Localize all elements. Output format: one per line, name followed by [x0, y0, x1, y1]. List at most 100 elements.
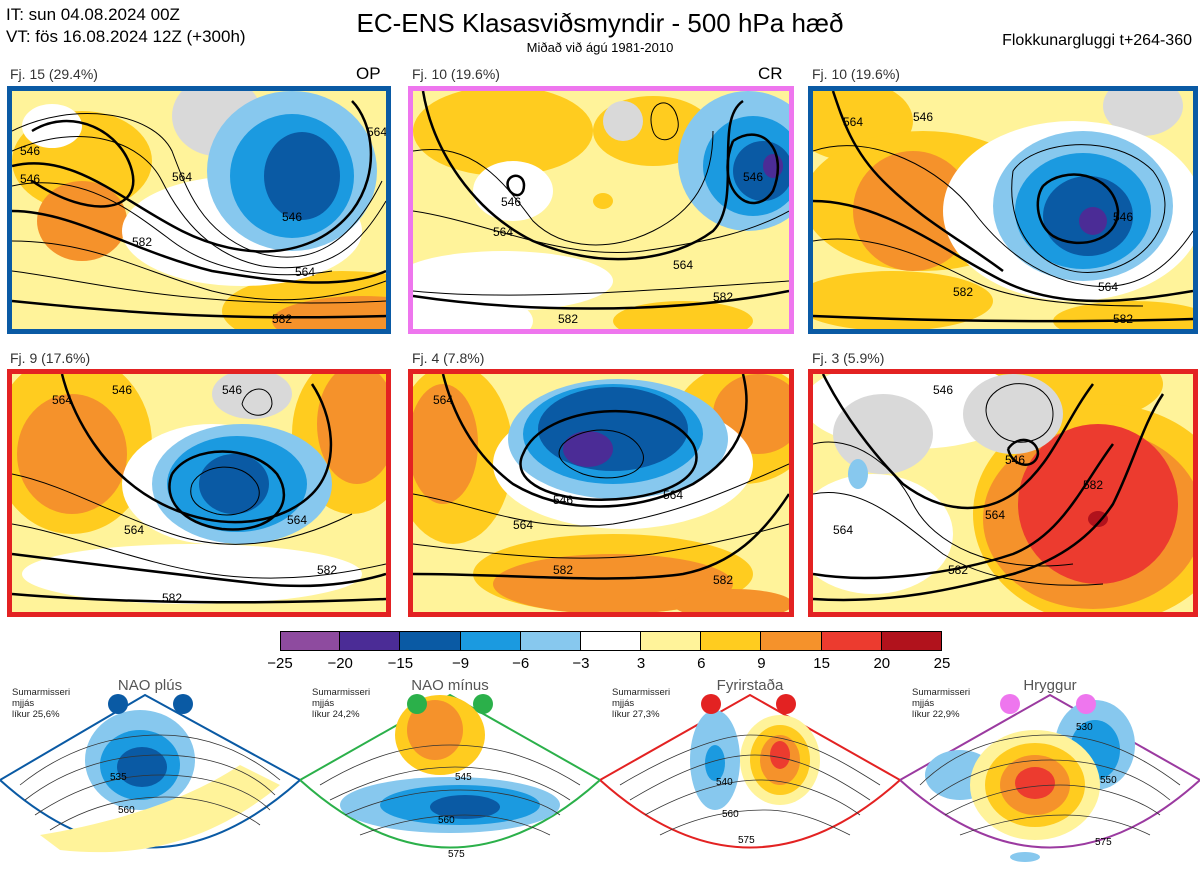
- colorbar-tick-label: −25: [267, 655, 293, 672]
- regime-3-contour-2: 560: [722, 809, 739, 820]
- colorbar-segment: [821, 631, 882, 651]
- panel-1-contour-2: 546: [20, 172, 40, 186]
- regime-1-contour-2: 560: [118, 805, 135, 816]
- panel-6-contour-6: 564: [833, 523, 853, 537]
- regime-nao-minus: 545 560 575 NAO mínus Sumarmisseri mjjás…: [300, 675, 600, 871]
- regime-3-season: Sumarmisseri: [612, 687, 671, 698]
- colorbar-tick-label: −6: [512, 655, 530, 672]
- panel-2-tag: CR: [758, 64, 783, 83]
- panel-3-contour-1: 564: [843, 115, 863, 129]
- panel-2-contour-5: 582: [713, 290, 733, 304]
- panel-2-contour-4: 564: [673, 258, 693, 272]
- panel-3-contour-6: 582: [1113, 312, 1133, 326]
- regime-4-contour-3: 575: [1095, 837, 1112, 848]
- panel-3-contour-5: 582: [953, 285, 973, 299]
- regime-3-contour-1: 540: [716, 777, 733, 788]
- regime-4-season: Sumarmisseri: [912, 687, 971, 698]
- regime-4-prob: líkur 22,9%: [912, 709, 960, 720]
- regime-2-contour-2: 560: [438, 815, 455, 826]
- panel-4-contour-7: 564: [287, 513, 307, 527]
- cluster-map-4: 564 546 546 564 582 582 564: [7, 369, 391, 617]
- regime-2-info: Sumarmisseri mjjás líkur 24,2%: [312, 687, 370, 720]
- colorbar-tick-label: 15: [813, 655, 830, 672]
- cluster-map-6: 546 546 564 582 582 564: [808, 369, 1198, 617]
- panel-6-label: Fj. 3 (5.9%): [812, 350, 885, 366]
- colorbar-frame: [280, 631, 942, 651]
- colorbar-tick-label: 25: [933, 655, 951, 672]
- page-subtitle: Miðað við ágú 1981-2010: [526, 40, 674, 55]
- panel-6-contour-2: 546: [1005, 453, 1025, 467]
- panel-5-label: Fj. 4 (7.8%): [412, 350, 485, 366]
- colorbar-segment: [460, 631, 521, 651]
- regime-2-prob: líkur 24,2%: [312, 709, 360, 720]
- initial-time: IT: sun 04.08.2024 00Z: [6, 5, 180, 24]
- regime-2-contour-3: 575: [448, 849, 465, 860]
- regime-1-prob: líkur 25,6%: [12, 709, 60, 720]
- cluster-map-3: 564 546 546 564 582 582: [808, 86, 1198, 334]
- regime-2-season: Sumarmisseri: [312, 687, 371, 698]
- regime-2-contour-1: 545: [455, 772, 472, 783]
- panel-1-contour-6: 582: [132, 235, 152, 249]
- colorbar-tick-label: 3: [636, 655, 646, 672]
- panel-2-contour-1: 564: [493, 225, 513, 239]
- cluster-map-1: 546 546 564 564 564 582 582 546: [7, 86, 391, 334]
- panel-1-contour-4: 564: [295, 265, 315, 279]
- colorbar-segment: [641, 631, 702, 651]
- regime-1-stat: mjjás: [12, 698, 35, 709]
- panel-2-contour-2: 546: [501, 195, 521, 209]
- valid-time: VT: fös 16.08.2024 12Z (+300h): [6, 27, 246, 46]
- regime-3-prob: líkur 27,3%: [612, 709, 660, 720]
- panel-1-contour-3: 564: [172, 170, 192, 184]
- regime-4-info: Sumarmisseri mjjás líkur 22,9%: [912, 687, 970, 720]
- panel-2-contour-3: 546: [743, 170, 763, 184]
- header-info: IT: sun 04.08.2024 00Z VT: fös 16.08.202…: [6, 4, 246, 48]
- regime-1-name: NAO plús: [117, 677, 183, 694]
- panel-5-contour-4: 564: [663, 488, 683, 502]
- panel-3-contour-3: 546: [1113, 210, 1133, 224]
- panel-4-label: Fj. 9 (17.6%): [10, 350, 91, 366]
- colorbar-tick-label: −3: [572, 655, 590, 672]
- panel-3-label: Fj. 10 (19.6%): [812, 66, 900, 82]
- colorbar-segment: [340, 631, 401, 651]
- regime-3-info: Sumarmisseri mjjás líkur 27,3%: [612, 687, 670, 720]
- colorbar-segment: [400, 631, 461, 651]
- cluster-map-2: 564 546 546 564 582 582: [408, 86, 794, 334]
- panel-1-label: Fj. 15 (29.4%): [10, 66, 98, 82]
- panel-4-contour-4: 564: [124, 523, 144, 537]
- panel-6-contour-1: 546: [933, 383, 953, 397]
- colorbar-tick-label: −20: [327, 655, 353, 672]
- regime-3-contour-3: 575: [738, 835, 755, 846]
- panel-3-contour-2: 546: [913, 110, 933, 124]
- panel-5-contour-1: 564: [433, 393, 453, 407]
- colorbar-segment: [701, 631, 762, 651]
- panel-6-contour-4: 582: [1083, 478, 1103, 492]
- regime-4-stat: mjjás: [912, 698, 935, 709]
- colorbar-segment: [580, 631, 642, 651]
- panel-1-contour-1: 546: [20, 144, 40, 158]
- colorbar-tick-label: 9: [757, 655, 766, 672]
- colorbar-segment: [280, 631, 341, 651]
- panel-4-contour-3: 546: [222, 383, 242, 397]
- colorbar-tick-label: −15: [387, 655, 414, 672]
- regime-3-stat: mjjás: [612, 698, 635, 709]
- panel-1-contour-8: 546: [282, 210, 302, 224]
- panel-4-contour-5: 582: [317, 563, 337, 577]
- regime-nao-plus: 535 560 NAO plús Sumarmisseri mjjás líku…: [0, 675, 300, 871]
- regime-4-contour-2: 550: [1100, 775, 1117, 786]
- classification-window: Flokkunargluggi t+264-360: [1002, 32, 1192, 49]
- panel-1-contour-7: 582: [272, 312, 292, 326]
- colorbar-tick-label: −9: [451, 655, 470, 672]
- page-title: EC-ENS Klasasviðsmyndir - 500 hPa hæð: [356, 8, 844, 38]
- regime-1-season: Sumarmisseri: [12, 687, 71, 698]
- panel-2-contour-6: 582: [558, 312, 578, 326]
- panel-5-contour-6: 582: [713, 573, 733, 587]
- panel-6-contour-5: 582: [948, 563, 968, 577]
- panel-4-contour-1: 564: [52, 393, 72, 407]
- colorbar-segment: [520, 631, 581, 651]
- panel-5-contour-2: 546: [553, 493, 573, 507]
- panel-4-contour-2: 546: [112, 383, 132, 397]
- panel-6-contour-3: 564: [985, 508, 1005, 522]
- colorbar-tick-label: 20: [873, 655, 891, 672]
- regime-2-name: NAO mínus: [411, 677, 489, 694]
- regime-1-contour-1: 535: [110, 772, 127, 783]
